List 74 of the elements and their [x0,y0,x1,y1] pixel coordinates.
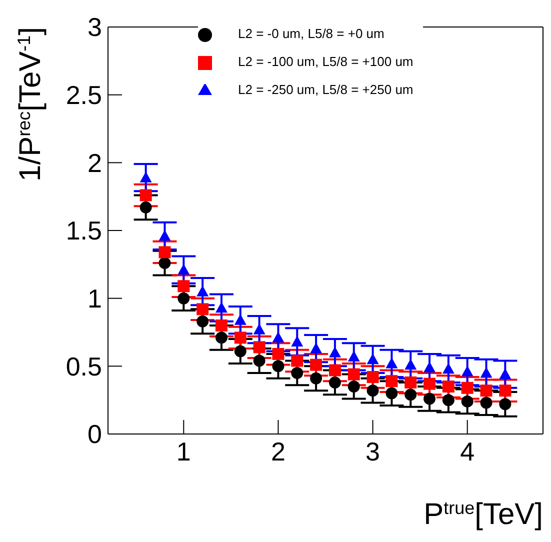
point [158,246,171,258]
point [442,380,454,393]
point [499,398,512,410]
point [272,348,284,360]
legend-label: L2 = -250 um, L5/8 = +250 um [238,82,414,97]
point [442,394,454,406]
point [291,336,304,347]
point [386,375,398,388]
point [424,378,436,390]
point [196,303,209,316]
point [310,372,322,384]
point [253,354,266,367]
point [386,387,398,400]
point [196,286,209,296]
point [480,396,492,409]
point [328,346,341,358]
legend-label: L2 = -100 um, L5/8 = +100 um [238,54,414,69]
point [272,332,284,342]
x-axis-title: P$^{true}$[TeV] [424,498,543,531]
point [348,368,360,380]
y-tick-label: 2 [88,148,102,178]
point [480,384,492,397]
point [158,230,171,241]
point [158,257,171,270]
point [310,358,322,371]
point [215,332,228,344]
point [499,368,512,380]
x-tick-label: 2 [270,436,286,466]
point [140,201,152,214]
point [348,380,360,393]
point [404,376,417,388]
point [366,353,379,364]
point [386,357,398,368]
point [196,315,209,328]
point [253,324,266,334]
point [234,314,246,325]
y-tick-label: 0.5 [66,351,102,382]
y-tick-label: 1 [88,284,102,314]
point [215,319,228,332]
legend-label: L2 = -0 um, L5/8 = +0 um [238,26,384,41]
y-tick-label: 1.5 [66,216,102,246]
point [253,341,266,354]
point [442,362,454,374]
point [328,376,341,388]
point [328,364,341,376]
point [291,366,304,379]
y-tick-label: 2.5 [66,80,102,110]
point [348,350,360,362]
point [461,395,474,408]
point [424,392,436,405]
point [366,371,379,384]
point [461,382,474,394]
point [366,384,379,397]
x-tick-label: 1 [176,436,191,466]
point [178,280,190,292]
point [178,292,190,304]
point [424,362,436,372]
point [461,366,474,376]
point [291,354,304,367]
y-tick-label: 0 [88,419,102,450]
point [140,172,152,182]
point [499,384,512,397]
y-tick-label: 3 [88,12,102,42]
x-tick-label: 4 [460,436,475,466]
point [404,388,417,401]
point [234,332,246,344]
x-tick-label: 3 [366,436,380,466]
point [140,189,152,202]
point [178,264,190,275]
point [234,345,246,358]
point [215,302,228,313]
point [404,358,417,370]
point [272,360,284,372]
point [310,342,322,354]
